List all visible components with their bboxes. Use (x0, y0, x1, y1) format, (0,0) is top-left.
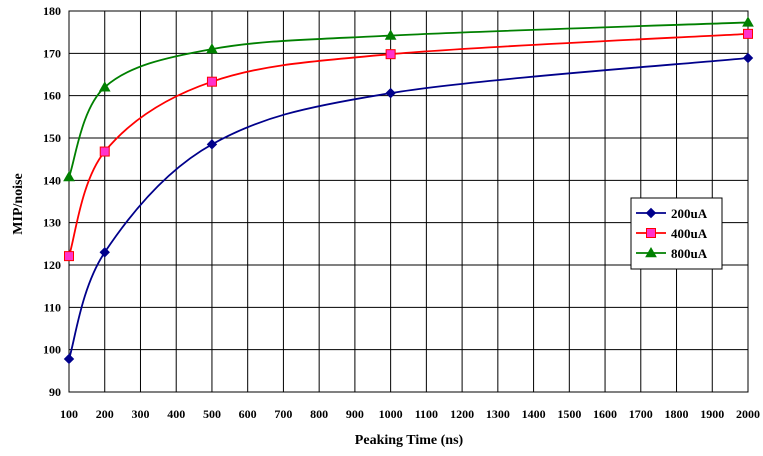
legend-label: 800uA (671, 246, 708, 261)
x-tick-label: 1200 (450, 407, 474, 421)
plot-frame (68, 10, 749, 393)
legend: 200uA 400uA 800uA (630, 197, 723, 270)
x-axis-title: Peaking Time (ns) (355, 433, 464, 448)
y-tick-label: 130 (43, 216, 61, 230)
data-point (742, 16, 754, 27)
series-line (68, 21, 749, 178)
data-point (63, 170, 75, 182)
legend-marker (645, 207, 657, 219)
data-point (742, 52, 754, 64)
data-point (99, 247, 110, 258)
series-200uA (63, 52, 754, 365)
y-tick-label: 170 (43, 46, 61, 60)
x-tick-label: 1800 (665, 407, 689, 421)
x-tick-label: 1900 (700, 407, 724, 421)
y-tick-label: 180 (43, 4, 61, 18)
y-tick-label: 90 (49, 385, 61, 399)
x-tick-label: 2000 (736, 407, 760, 421)
grid (68, 10, 749, 393)
series-line (68, 57, 749, 360)
legend-marker (645, 246, 657, 258)
legend-label: 400uA (671, 226, 708, 241)
y-tick-label: 160 (43, 89, 61, 103)
x-tick-label: 200 (96, 407, 114, 421)
x-tick-label: 100 (60, 407, 78, 421)
x-tick-label: 600 (239, 407, 257, 421)
series-line (68, 32, 749, 257)
data-point (385, 87, 396, 99)
y-tick-label: 140 (43, 173, 61, 187)
data-point (99, 146, 110, 157)
data-point (206, 139, 218, 150)
x-tick-label: 1100 (415, 407, 438, 421)
data-point (64, 251, 74, 262)
tick-labels: 90 100 110 120 130 140 150 160 170 180 100 200 300 40… (43, 4, 760, 421)
y-tick-label: 100 (43, 343, 61, 357)
series-400uA (64, 28, 753, 262)
x-tick-label: 1300 (486, 407, 510, 421)
data-point (98, 81, 111, 92)
data-point (206, 76, 217, 87)
y-axis-title: MIP/noise (11, 173, 26, 234)
x-tick-label: 800 (310, 407, 328, 421)
x-tick-label: 1500 (557, 407, 581, 421)
x-tick-label: 1600 (593, 407, 617, 421)
x-tick-label: 400 (167, 407, 185, 421)
data-point (384, 29, 397, 40)
legend-item-200uA: 200uA (636, 206, 708, 221)
x-tick-label: 500 (203, 407, 221, 421)
data-point (63, 353, 75, 365)
x-tick-label: 700 (274, 407, 292, 421)
series-layer (63, 16, 754, 365)
data-point (206, 43, 218, 54)
legend-item-400uA: 400uA (636, 226, 708, 241)
x-tick-label: 1700 (629, 407, 653, 421)
y-tick-label: 110 (44, 300, 61, 314)
legend-marker (646, 228, 656, 238)
data-point (385, 49, 396, 60)
x-tick-label: 1400 (522, 407, 546, 421)
legend-item-800uA: 800uA (636, 246, 708, 261)
x-tick-label: 1000 (379, 407, 403, 421)
y-tick-label: 120 (43, 258, 61, 272)
x-tick-label: 900 (346, 407, 364, 421)
x-tick-label: 300 (131, 407, 149, 421)
legend-label: 200uA (671, 206, 708, 221)
series-800uA (63, 16, 754, 182)
y-tick-label: 150 (43, 131, 61, 145)
data-point (743, 28, 753, 39)
